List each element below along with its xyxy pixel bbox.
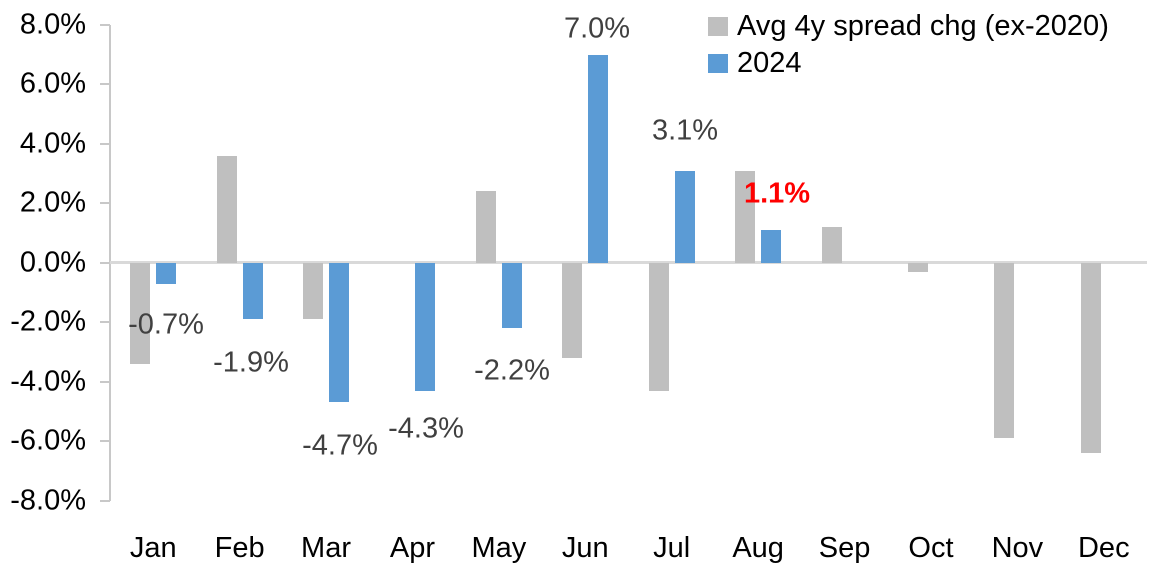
data-label: -4.7% (302, 429, 378, 462)
data-label: -0.7% (128, 308, 204, 341)
x-axis-label: Oct (908, 532, 954, 564)
x-axis-label: Mar (301, 532, 352, 564)
bar-2024 (242, 262, 263, 320)
y-tick-mark (100, 142, 110, 145)
y-tick-mark (100, 380, 110, 383)
bar-2024 (415, 262, 436, 391)
bar-2024 (588, 54, 609, 263)
x-axis-label: Aug (732, 532, 784, 564)
avg-spread-bar (130, 262, 151, 364)
y-tick-mark (100, 261, 110, 264)
legend: Avg 4y spread chg (ex-2020) 2024 (708, 8, 1109, 82)
legend-item: Avg 4y spread chg (ex-2020) (708, 8, 1109, 45)
avg-spread-bar (735, 170, 756, 263)
data-label: 1.1% (743, 177, 811, 210)
x-axis-label: Sep (818, 532, 871, 564)
x-axis-label: Nov (991, 532, 1044, 564)
data-label: 7.0% (563, 12, 631, 45)
y-tick-label: -4.0% (10, 365, 86, 398)
legend-label: 2024 (737, 47, 802, 79)
bar-2024 (761, 230, 782, 263)
y-tick-label: -2.0% (10, 305, 86, 338)
data-label: -2.2% (474, 354, 550, 387)
bar-2024 (501, 262, 522, 329)
x-axis-label: Dec (1077, 532, 1130, 564)
x-axis-label: Feb (214, 532, 265, 564)
y-tick-mark (100, 440, 110, 443)
y-tick-label: 0.0% (19, 246, 86, 279)
x-axis-label: Jan (129, 532, 177, 564)
y-tick-label: 6.0% (19, 67, 86, 100)
legend-swatch-icon (708, 54, 728, 73)
data-label: -1.9% (213, 346, 289, 379)
legend-label: Avg 4y spread chg (ex-2020) (737, 10, 1109, 42)
y-tick-mark (100, 24, 110, 26)
y-tick-mark (100, 83, 110, 86)
y-tick-label: -6.0% (10, 424, 86, 457)
legend-swatch-icon (708, 17, 728, 36)
x-axis-label: May (471, 532, 527, 564)
avg-spread-bar (562, 262, 583, 358)
y-tick-label: 4.0% (19, 127, 86, 160)
y-tick-mark (100, 321, 110, 324)
avg-spread-bar (994, 262, 1015, 439)
avg-spread-bar (216, 155, 237, 263)
zero-baseline (110, 261, 1147, 265)
data-label: -4.3% (388, 412, 464, 445)
x-axis-label: Jun (561, 532, 609, 564)
bar-2024 (156, 262, 177, 284)
data-label: 3.1% (651, 114, 719, 147)
y-tick-mark (100, 499, 110, 502)
y-tick-label: 2.0% (19, 186, 86, 219)
y-tick-label: -8.0% (10, 484, 86, 516)
bar-2024 (674, 170, 695, 263)
x-axis-label: Jul (653, 532, 691, 564)
legend-item: 2024 (708, 45, 1109, 82)
y-tick-mark (100, 202, 110, 205)
avg-spread-bar (821, 227, 842, 263)
avg-spread-bar (1080, 262, 1101, 453)
y-tick-label: 8.0% (19, 8, 86, 41)
avg-spread-bar (648, 262, 669, 391)
avg-spread-bar (907, 262, 928, 272)
avg-spread-bar (475, 191, 496, 263)
bar-2024 (329, 262, 350, 403)
x-axis-label: Apr (389, 532, 436, 564)
avg-spread-bar (303, 262, 324, 320)
